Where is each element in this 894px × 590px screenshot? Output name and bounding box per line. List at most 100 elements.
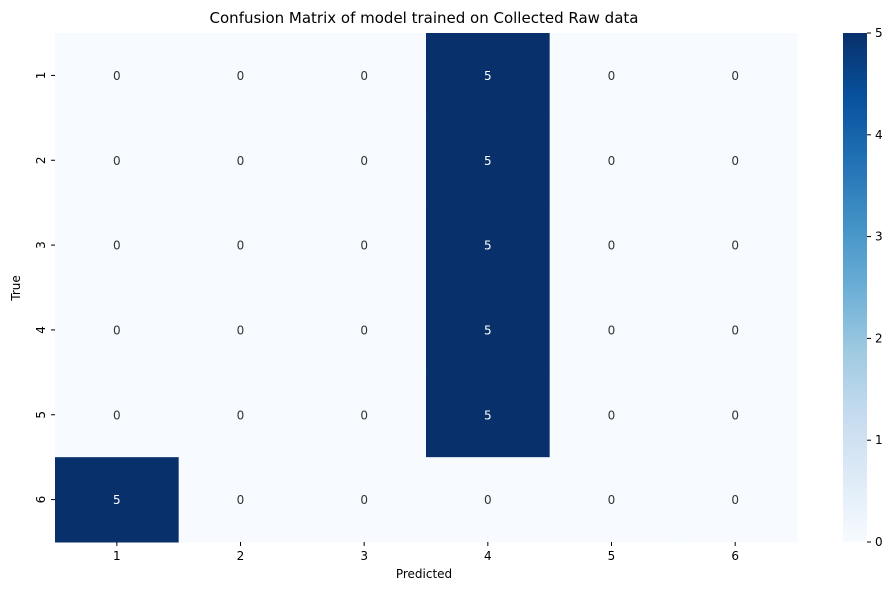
cell-annotation: 0 <box>113 408 121 422</box>
heatmap-cell <box>549 457 674 543</box>
x-tick-label: 4 <box>484 549 492 563</box>
cell-annotation: 0 <box>608 239 616 253</box>
cell-annotation: 0 <box>237 493 245 507</box>
heatmap-cell <box>549 287 674 373</box>
cell-annotation: 0 <box>237 69 245 83</box>
heatmap-cell <box>673 117 798 204</box>
cell-annotation: 0 <box>360 154 368 168</box>
heatmap-cell <box>426 117 551 204</box>
heatmap-cell <box>302 117 427 204</box>
heatmap-cell <box>302 33 427 119</box>
y-tick-label: 5 <box>34 411 48 419</box>
x-axis: 1 2 3 4 5 6 <box>113 542 739 563</box>
colorbar-tick-label: 1 <box>875 433 883 447</box>
cell-annotation: 0 <box>608 154 616 168</box>
cell-annotation: 5 <box>484 154 492 168</box>
heatmap-cell <box>426 33 551 119</box>
heatmap-cell <box>549 372 674 458</box>
heatmap-cells <box>55 33 798 543</box>
heatmap-cell <box>178 372 303 458</box>
heatmap-cell <box>673 33 798 119</box>
cell-annotation: 0 <box>608 323 616 337</box>
cell-annotation: 0 <box>113 323 121 337</box>
cell-annotation: 0 <box>731 69 739 83</box>
cell-annotation: 0 <box>731 323 739 337</box>
cell-annotation: 5 <box>484 69 492 83</box>
colorbar-tick-label: 0 <box>875 535 883 549</box>
heatmap-cell <box>426 287 551 373</box>
cell-annotation: 0 <box>237 154 245 168</box>
heatmap-cell <box>178 457 303 543</box>
heatmap-cell <box>178 33 303 119</box>
heatmap-cell <box>673 287 798 373</box>
y-axis: 1 2 3 4 5 6 <box>34 72 55 504</box>
colorbar-tick-label: 4 <box>875 128 883 142</box>
cell-annotation: 5 <box>113 493 121 507</box>
cell-annotation: 0 <box>113 239 121 253</box>
cell-annotation: 0 <box>608 408 616 422</box>
chart-title: Confusion Matrix of model trained on Col… <box>210 9 639 27</box>
heatmap-cell <box>549 117 674 204</box>
cell-annotation: 5 <box>484 323 492 337</box>
cell-annotation: 0 <box>360 323 368 337</box>
heatmap-cell <box>178 202 303 288</box>
cell-annotation: 0 <box>360 69 368 83</box>
cell-annotation: 0 <box>608 69 616 83</box>
y-tick-label: 3 <box>34 241 48 249</box>
heatmap-cell <box>55 117 180 204</box>
x-tick-label: 6 <box>731 549 739 563</box>
heatmap-cell <box>178 287 303 373</box>
cell-annotation: 0 <box>113 154 121 168</box>
x-tick-label: 2 <box>237 549 245 563</box>
cell-annotation: 0 <box>731 493 739 507</box>
heatmap-cell <box>426 202 551 288</box>
heatmap-cell <box>673 457 798 543</box>
y-axis-label: True <box>9 275 23 302</box>
heatmap-cell <box>55 372 180 458</box>
heatmap-cell <box>426 457 551 543</box>
y-tick-label: 6 <box>34 496 48 504</box>
cell-annotation: 0 <box>360 239 368 253</box>
heatmap-cell <box>549 33 674 119</box>
cell-annotation: 0 <box>731 239 739 253</box>
heatmap-cell <box>302 372 427 458</box>
y-tick-label: 4 <box>34 326 48 334</box>
colorbar-tick-label: 5 <box>875 26 883 40</box>
heatmap-cell <box>55 202 180 288</box>
heatmap-cell <box>549 202 674 288</box>
heatmap-cell <box>55 33 180 119</box>
cell-annotation: 0 <box>484 493 492 507</box>
x-tick-label: 5 <box>608 549 616 563</box>
y-tick-label: 2 <box>34 156 48 164</box>
cell-annotation: 0 <box>608 493 616 507</box>
heatmap-cell <box>302 202 427 288</box>
cell-annotation: 5 <box>484 408 492 422</box>
cell-annotation: 0 <box>237 239 245 253</box>
heatmap-cell <box>55 287 180 373</box>
cell-annotation: 0 <box>731 408 739 422</box>
heatmap-cell <box>302 287 427 373</box>
heatmap-cell <box>55 457 180 543</box>
cell-annotation: 0 <box>731 154 739 168</box>
colorbar-gradient <box>843 33 867 542</box>
cell-annotation: 0 <box>360 493 368 507</box>
x-axis-label: Predicted <box>396 567 452 581</box>
heatmap-cell <box>673 202 798 288</box>
colorbar-tick-label: 3 <box>875 230 883 244</box>
colorbar-tick-label: 2 <box>875 331 883 345</box>
cell-annotation: 0 <box>113 69 121 83</box>
colorbar: 0 1 2 3 4 5 <box>843 26 883 549</box>
cell-annotation: 0 <box>360 408 368 422</box>
heatmap-cell <box>302 457 427 543</box>
heatmap-cell <box>426 372 551 458</box>
heatmap-cell <box>673 372 798 458</box>
cell-annotations: 0 0 0 5 0 0 0 0 0 5 0 0 0 0 0 5 0 0 0 0 0 5 0 0 0 0 0 5 0 0 5 0 0 0 0 0 <box>113 69 739 507</box>
x-tick-label: 1 <box>113 549 121 563</box>
heatmap-cell <box>178 117 303 204</box>
y-tick-label: 1 <box>34 72 48 80</box>
cell-annotation: 0 <box>237 408 245 422</box>
cell-annotation: 0 <box>237 323 245 337</box>
cell-annotation: 5 <box>484 239 492 253</box>
x-tick-label: 3 <box>360 549 368 563</box>
